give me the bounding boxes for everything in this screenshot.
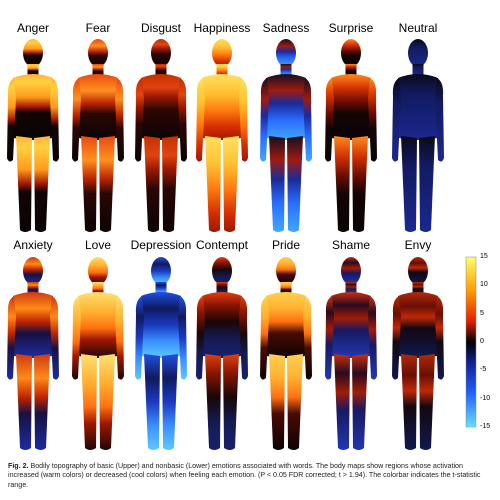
emotion-label-neutral: Neutral [398,21,438,35]
emotion-label-depression: Depression [130,238,192,252]
emotion-label-disgust: Disgust [140,21,181,35]
emotion-label-anger: Anger [16,21,50,35]
emotion-label-shame: Shame [331,238,371,252]
emotion-label-happiness: Happiness [193,21,251,35]
body-map-fear [72,39,124,232]
colorbar-tick-label: 5 [480,309,484,317]
body-map-sadness [260,39,312,232]
colorbar-tick-label: -5 [480,366,487,374]
emotion-label-fear: Fear [85,21,111,35]
emotion-label-love: Love [84,238,112,252]
emotion-label-anxiety: Anxiety [13,238,53,252]
body-map-depression [135,257,187,450]
emotion-label-envy: Envy [404,238,432,252]
figure-caption: Fig. 2. Bodily topography of basic (Uppe… [8,462,492,490]
body-map-happiness [196,39,248,232]
colorbar-tick-label: 15 [480,253,488,260]
colorbar-tick-label: -10 [480,394,491,402]
body-map-shame [325,257,377,450]
emotion-label-sadness: Sadness [262,21,310,35]
body-map-contempt [196,257,248,450]
body-map-pride [260,257,312,450]
body-map-surprise [325,39,377,232]
body-map-envy [392,257,444,450]
emotion-label-contempt: Contempt [195,238,249,252]
body-map-disgust [135,39,187,232]
emotion-label-pride: Pride [271,238,300,252]
body-map-anger [7,39,59,232]
body-map-love [72,257,124,450]
emotion-label-surprise: Surprise [328,21,374,35]
body-map-anxiety [7,257,59,450]
colorbar-tick-label: 10 [480,281,488,289]
caption-text: Bodily topography of basic (Upper) and n… [8,462,481,489]
caption-label: Fig. 2. [8,462,29,470]
colorbar-tick-label: -15 [480,423,491,430]
colorbar [465,256,477,428]
colorbar-tick-label: 0 [480,338,484,345]
body-map-neutral [392,39,444,232]
